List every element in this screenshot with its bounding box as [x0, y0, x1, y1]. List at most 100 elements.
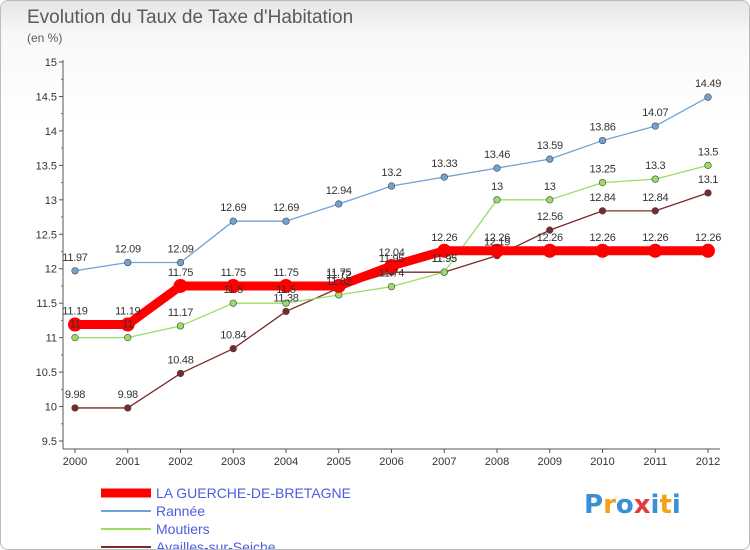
y-tick-label: 13 [45, 195, 57, 207]
data-point [595, 243, 610, 258]
series-line-4 [75, 192, 709, 409]
data-label: 12.26 [642, 232, 668, 244]
data-point [651, 207, 659, 215]
data-point [229, 299, 237, 307]
legend-swatch [101, 488, 151, 498]
data-point [387, 283, 396, 291]
data-label: 11.95 [432, 253, 457, 265]
data-label: 13.33 [431, 158, 457, 170]
chart-title: Evolution du Taux de Taxe d'Habitation [27, 7, 354, 28]
data-point [598, 178, 607, 187]
logo-letter: r [603, 490, 616, 520]
data-point [701, 243, 715, 258]
x-tick-label: 2007 [432, 456, 456, 468]
data-label: 12.26 [484, 232, 510, 244]
data-label: 11.19 [115, 306, 140, 318]
data-label: 11.5 [276, 284, 296, 296]
data-label: 11.5 [224, 284, 244, 296]
data-point [282, 307, 290, 316]
data-label: 12.26 [537, 232, 563, 244]
data-label: 13.3 [645, 160, 665, 172]
data-label: 12.56 [537, 211, 563, 223]
data-point [229, 217, 237, 225]
data-label: 12.26 [589, 232, 615, 244]
data-label: 11.17 [168, 307, 193, 319]
x-tick-label: 2005 [327, 456, 351, 468]
x-tick-label: 2011 [643, 456, 667, 468]
y-tick-label: 13.5 [36, 160, 57, 172]
data-point [279, 278, 293, 293]
data-point [335, 200, 343, 208]
data-label: 12.84 [642, 192, 668, 204]
logo-letter: i [650, 490, 660, 520]
data-label: 13.59 [537, 140, 563, 152]
data-point [282, 299, 290, 307]
data-point [331, 278, 346, 293]
data-point [704, 189, 712, 197]
data-point [704, 161, 712, 169]
data-label: 11.75 [168, 267, 193, 279]
data-label: 11.72 [326, 269, 351, 281]
data-point [176, 258, 185, 267]
data-point [282, 217, 290, 225]
data-label: 11.95 [432, 253, 457, 265]
data-label: 12.69 [273, 202, 299, 214]
data-label: 11.75 [273, 267, 298, 279]
data-label: 12.26 [431, 232, 457, 244]
data-label: 12.84 [589, 192, 615, 204]
y-tick-label: 12 [45, 264, 57, 276]
logo-letter: t [659, 490, 672, 520]
data-point [546, 226, 554, 234]
data-point [226, 278, 241, 293]
data-point [176, 322, 185, 330]
legend-swatch [101, 510, 151, 512]
data-label: 14.07 [642, 107, 668, 119]
data-label: 11.19 [62, 306, 87, 318]
data-point [176, 369, 185, 378]
data-point [68, 317, 82, 332]
data-label: 14.49 [695, 78, 721, 90]
data-label: 11.74 [379, 268, 404, 280]
data-point [648, 243, 663, 258]
x-tick-label: 2006 [379, 456, 403, 468]
data-label: 13.1 [698, 174, 718, 186]
data-label: 13 [544, 181, 556, 193]
y-tick-label: 14 [45, 126, 57, 138]
data-label: 12.09 [115, 244, 141, 256]
y-tick-label: 10.5 [36, 367, 57, 379]
data-label: 12.69 [220, 202, 246, 214]
logo-letter: P [584, 490, 604, 520]
data-point [598, 136, 607, 145]
data-label: 11.75 [326, 267, 351, 279]
data-point [71, 404, 79, 412]
data-label: 10.48 [167, 354, 193, 366]
x-tick-label: 2000 [63, 456, 87, 468]
data-label: 13.5 [698, 146, 718, 158]
data-label: 9.98 [118, 389, 138, 401]
data-label: 12.04 [378, 247, 404, 259]
legend-swatch [101, 546, 151, 548]
data-label: 12.09 [167, 244, 193, 256]
data-point [384, 258, 399, 273]
data-label: 13.86 [589, 122, 615, 134]
x-tick-label: 2010 [590, 456, 614, 468]
legend-label: LA GUERCHE-DE-BRETAGNE [156, 485, 351, 501]
logo-letter: i [671, 490, 681, 520]
legend-label: Availles-sur-Seiche [156, 539, 276, 550]
data-point [490, 243, 504, 258]
data-point [542, 243, 557, 258]
data-point [71, 267, 79, 275]
data-point [124, 404, 132, 412]
y-tick-label: 11 [46, 333, 57, 345]
chart-subtitle: (en %) [27, 31, 63, 45]
data-point [546, 155, 554, 163]
data-label: 11.75 [221, 267, 246, 279]
y-tick-label: 9.5 [42, 436, 57, 448]
data-label: 12.26 [695, 232, 721, 244]
data-label: 12.19 [484, 237, 510, 249]
data-label: 13.25 [589, 164, 615, 176]
data-label: 9.98 [65, 389, 85, 401]
legend-label: Rannée [156, 503, 206, 519]
x-tick-label: 2001 [116, 456, 140, 468]
data-label: 11 [122, 319, 133, 331]
